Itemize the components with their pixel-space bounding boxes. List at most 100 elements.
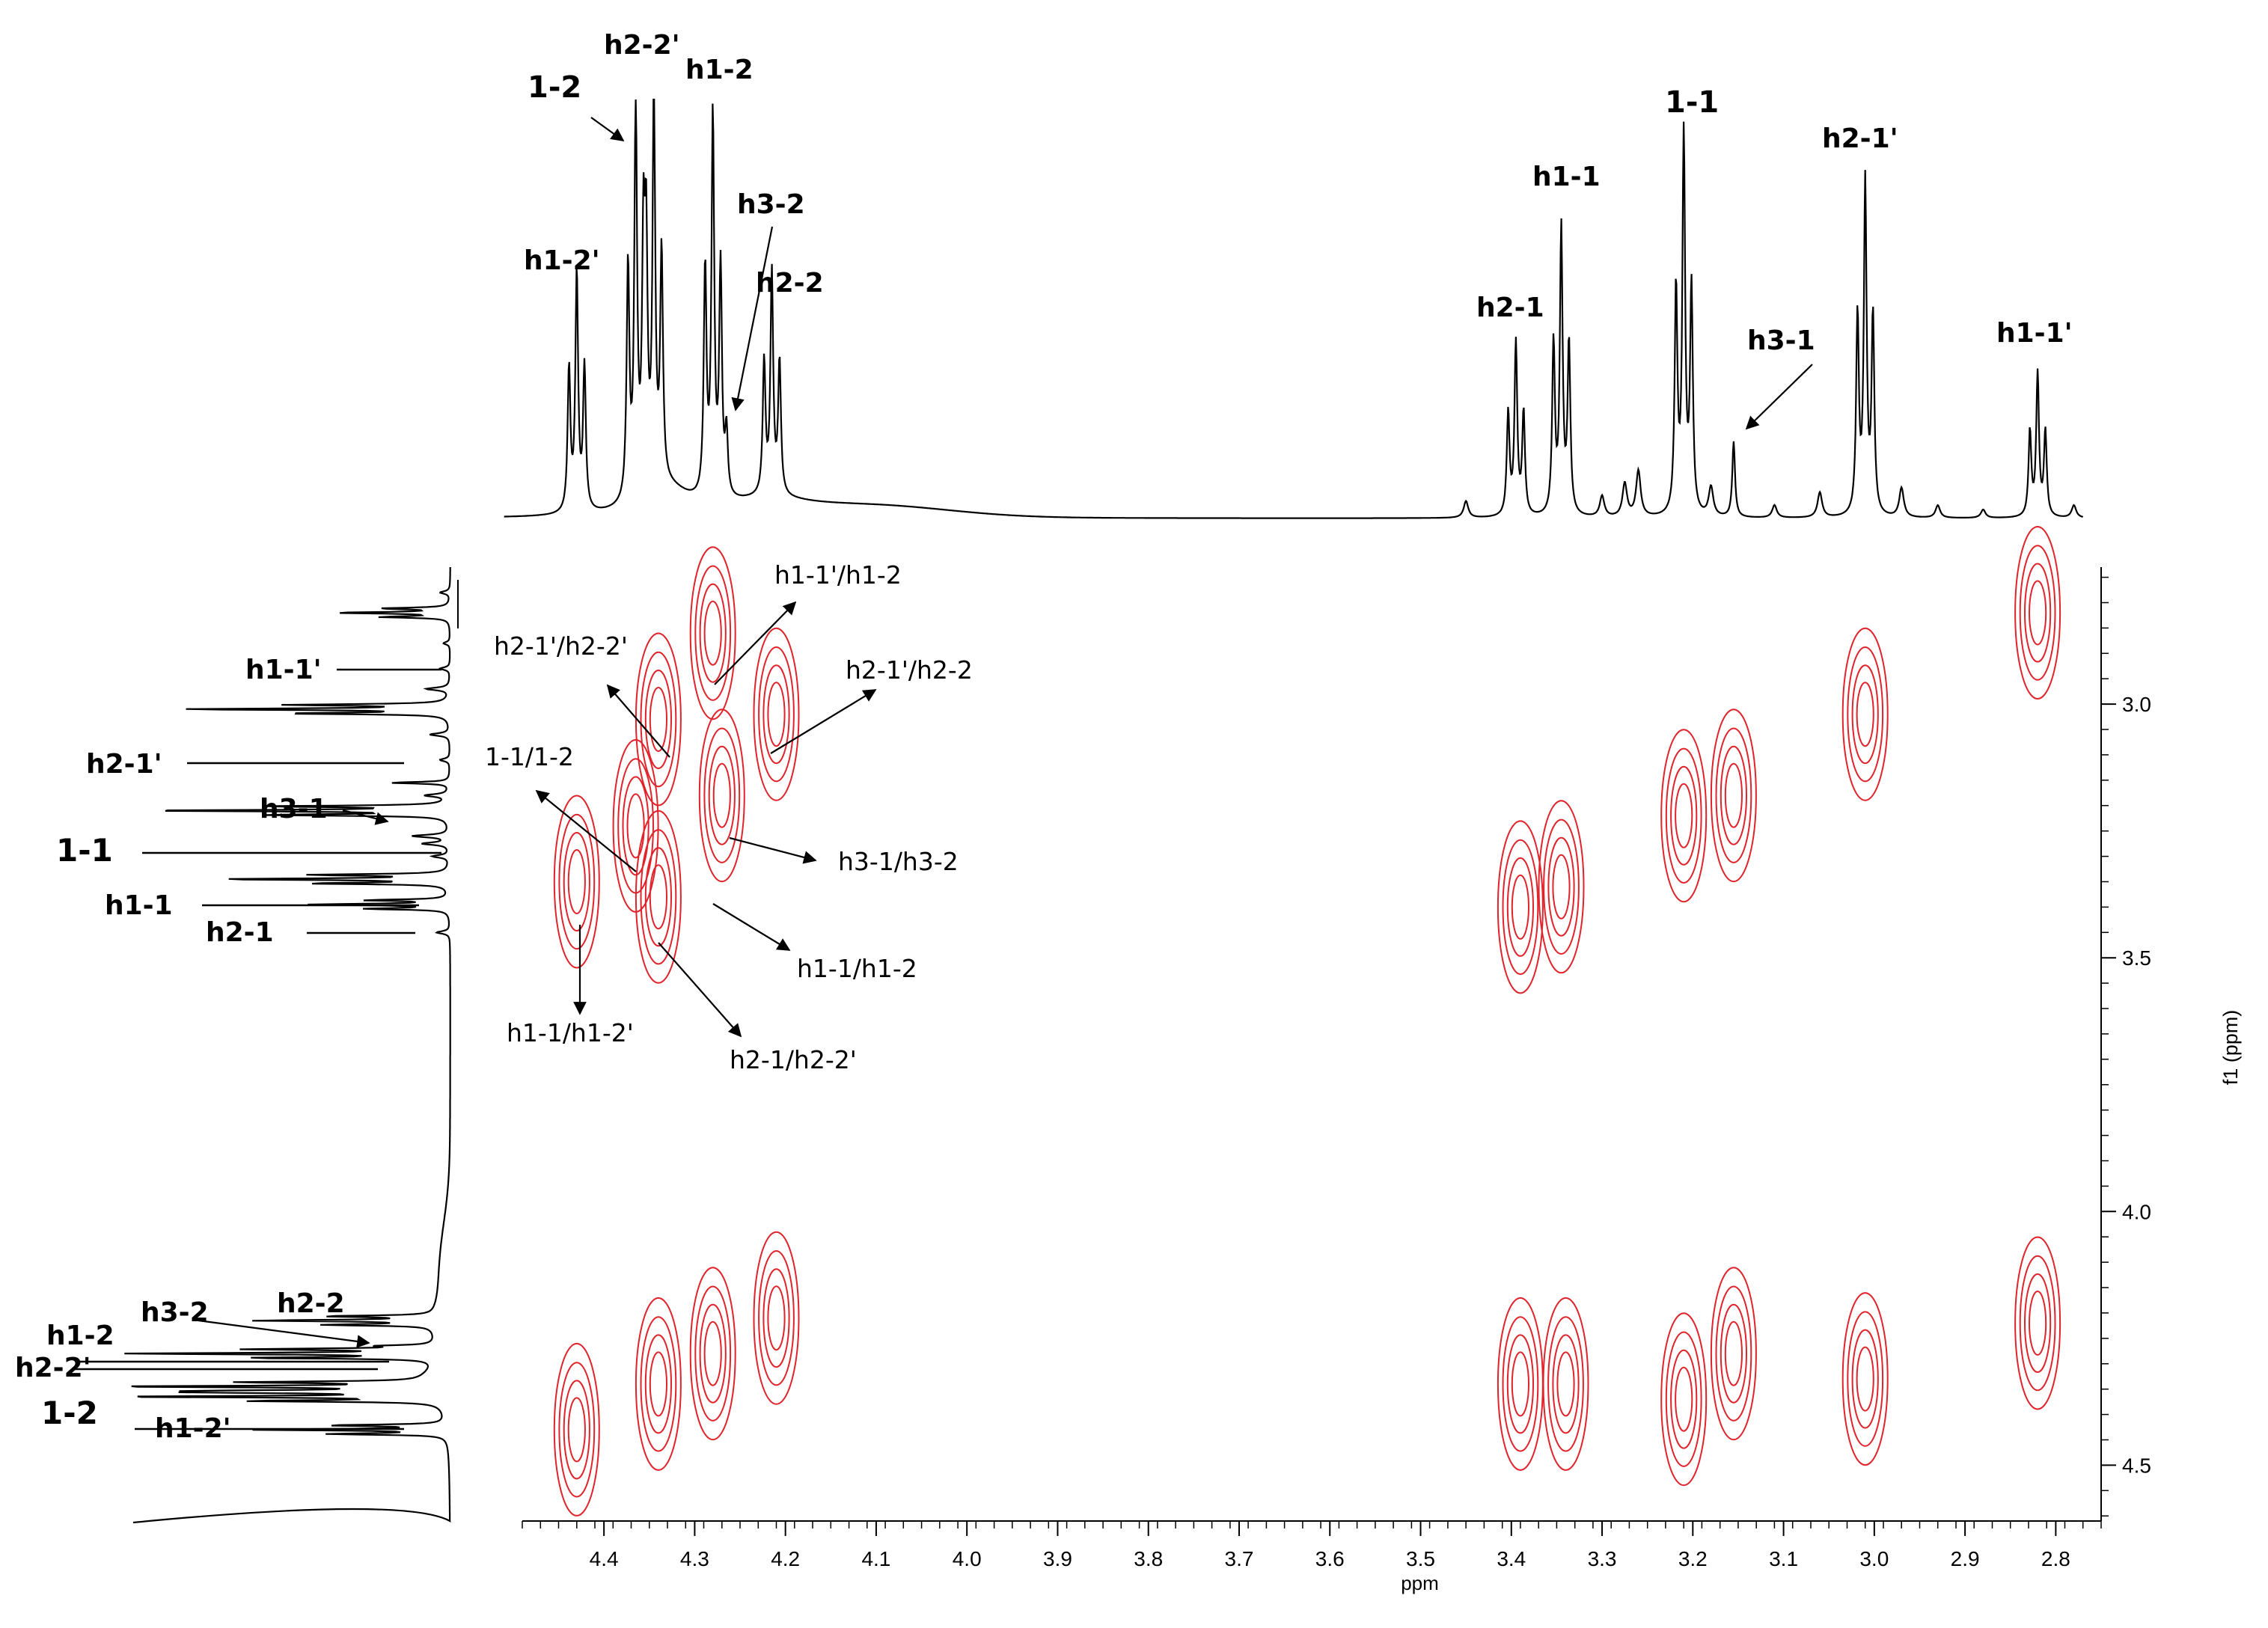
contour-level-2 — [1552, 1334, 1580, 1434]
contour-level-3 — [626, 793, 645, 859]
cross-peak-label-2: h2-1'/h2-2 — [846, 655, 973, 685]
contour-level-2 — [644, 1334, 673, 1434]
x-tick-label: 4.1 — [861, 1547, 890, 1570]
pointer-arrow — [590, 117, 625, 142]
contour-level-0 — [1841, 627, 1889, 801]
x-tick-label: 3.0 — [1859, 1547, 1889, 1570]
cross-peak-15 — [689, 1267, 736, 1441]
contour-level-1 — [1543, 818, 1580, 955]
cross-peak-14 — [635, 1297, 682, 1471]
contour-level-0 — [1660, 1312, 1708, 1487]
top-peak-label-9: h2-1' — [1822, 123, 1898, 154]
pointer-arrow — [770, 689, 877, 754]
top-peak-label-3: h3-2 — [737, 189, 805, 220]
contour-level-3 — [1856, 1346, 1874, 1412]
contour-level-3 — [649, 1351, 668, 1417]
contour-level-1 — [617, 758, 654, 894]
contour-level-0 — [689, 1267, 736, 1441]
peak-annotations: 1-2h2-2'h1-2h3-2h2-2h1-2'1-1h1-1h2-1h2-1… — [15, 30, 2073, 1444]
contour-level-0 — [698, 709, 745, 883]
contour-level-1 — [1715, 727, 1752, 863]
pointer-arrow — [198, 1319, 370, 1348]
left-1d-spectrum — [124, 567, 459, 1524]
cross-peak-12 — [2014, 526, 2061, 700]
x-tick-label: 4.3 — [680, 1547, 709, 1570]
cross-peak-5 — [698, 709, 745, 883]
x-tick-label: 3.5 — [1406, 1547, 1435, 1570]
contour-level-3 — [649, 864, 668, 930]
contour-level-0 — [612, 738, 659, 913]
x-axis-label: ppm — [1401, 1572, 1439, 1594]
cross-peak-6 — [753, 627, 800, 801]
cross-peak-3 — [612, 738, 659, 913]
contour-level-1 — [758, 1250, 795, 1386]
cross-peak-7 — [1497, 820, 1544, 994]
contour-level-1 — [1847, 646, 1884, 783]
contour-level-1 — [1502, 839, 1539, 976]
contour-level-0 — [553, 795, 600, 969]
contour-level-2 — [2024, 1273, 2052, 1373]
contour-level-1 — [758, 646, 795, 783]
top-peak-label-6: 1-1 — [1665, 85, 1719, 120]
contour-level-2 — [1851, 664, 1879, 765]
contour-level-3 — [1556, 1351, 1575, 1417]
x-tick-label: 3.3 — [1588, 1547, 1617, 1570]
contour-level-3 — [649, 687, 668, 752]
x-tick-label: 4.4 — [590, 1547, 619, 1570]
cross-peak-label-0: h1-1'/h1-2 — [774, 560, 902, 590]
top-peak-label-1: h2-2' — [604, 30, 680, 61]
contour-level-3 — [567, 1397, 586, 1463]
contour-level-2 — [1720, 745, 1747, 845]
contour-level-0 — [689, 546, 736, 720]
contour-level-1 — [2019, 545, 2056, 681]
cross-peak-18 — [1542, 1297, 1589, 1471]
cross-peak-13 — [553, 1342, 600, 1517]
cross-peak-contours — [553, 526, 2061, 1517]
cross-peak-label-6: h1-1/h1-2' — [507, 1018, 634, 1047]
contour-level-3 — [1724, 1321, 1743, 1386]
contour-level-1 — [558, 813, 596, 950]
y-tick-label: 4.0 — [2122, 1200, 2151, 1223]
contour-level-2 — [762, 664, 790, 765]
top-spectrum-line — [504, 98, 2084, 519]
contour-level-2 — [1670, 765, 1698, 866]
y-tick-label: 4.5 — [2122, 1454, 2151, 1477]
top-peak-label-4: h2-2 — [756, 268, 824, 299]
contour-level-3 — [1724, 762, 1743, 828]
contour-level-0 — [1538, 800, 1585, 974]
contour-level-3 — [703, 1321, 722, 1386]
contour-level-2 — [1506, 1334, 1535, 1434]
x-tick-label: 2.9 — [1951, 1547, 1980, 1570]
cross-peak-9 — [1660, 729, 1708, 903]
contour-level-2 — [708, 745, 736, 845]
contour-level-1 — [1847, 1311, 1884, 1447]
top-peak-label-11: h1-1' — [1996, 318, 2073, 349]
cross-peak-20 — [1710, 1267, 1757, 1441]
cross-peak-19 — [1660, 1312, 1708, 1487]
cross-peak-4 — [689, 546, 736, 720]
y-tick-label: 3.0 — [2122, 693, 2151, 716]
contour-level-1 — [1547, 1316, 1584, 1452]
contour-level-1 — [1502, 1316, 1539, 1452]
left-peak-label-8: h1-2 — [46, 1321, 114, 1351]
contour-level-3 — [1675, 1366, 1693, 1432]
left-peak-label-7: h2-2 — [277, 1288, 345, 1319]
contour-level-2 — [644, 847, 673, 947]
x-tick-label: 3.6 — [1315, 1547, 1345, 1570]
contour-level-3 — [1675, 783, 1693, 848]
cross-peak-0 — [553, 795, 600, 969]
cross-peak-label-1: h2-1'/h2-2' — [494, 631, 628, 661]
pointer-arrow — [535, 789, 637, 872]
cross-peak-21 — [1841, 1292, 1889, 1466]
cross-peak-label-7: h2-1/h2-2' — [730, 1045, 857, 1074]
contour-level-0 — [1497, 820, 1544, 994]
left-peak-label-6: h3-2 — [141, 1297, 209, 1328]
x-tick-label: 4.0 — [953, 1547, 982, 1570]
contour-level-1 — [694, 565, 732, 701]
contour-level-2 — [622, 776, 649, 876]
contour-level-3 — [767, 682, 786, 747]
contour-level-2 — [1720, 1303, 1747, 1404]
contour-level-0 — [1841, 1292, 1889, 1466]
left-peak-label-2: h3-1 — [260, 794, 328, 824]
cross-peak-1 — [635, 632, 682, 807]
